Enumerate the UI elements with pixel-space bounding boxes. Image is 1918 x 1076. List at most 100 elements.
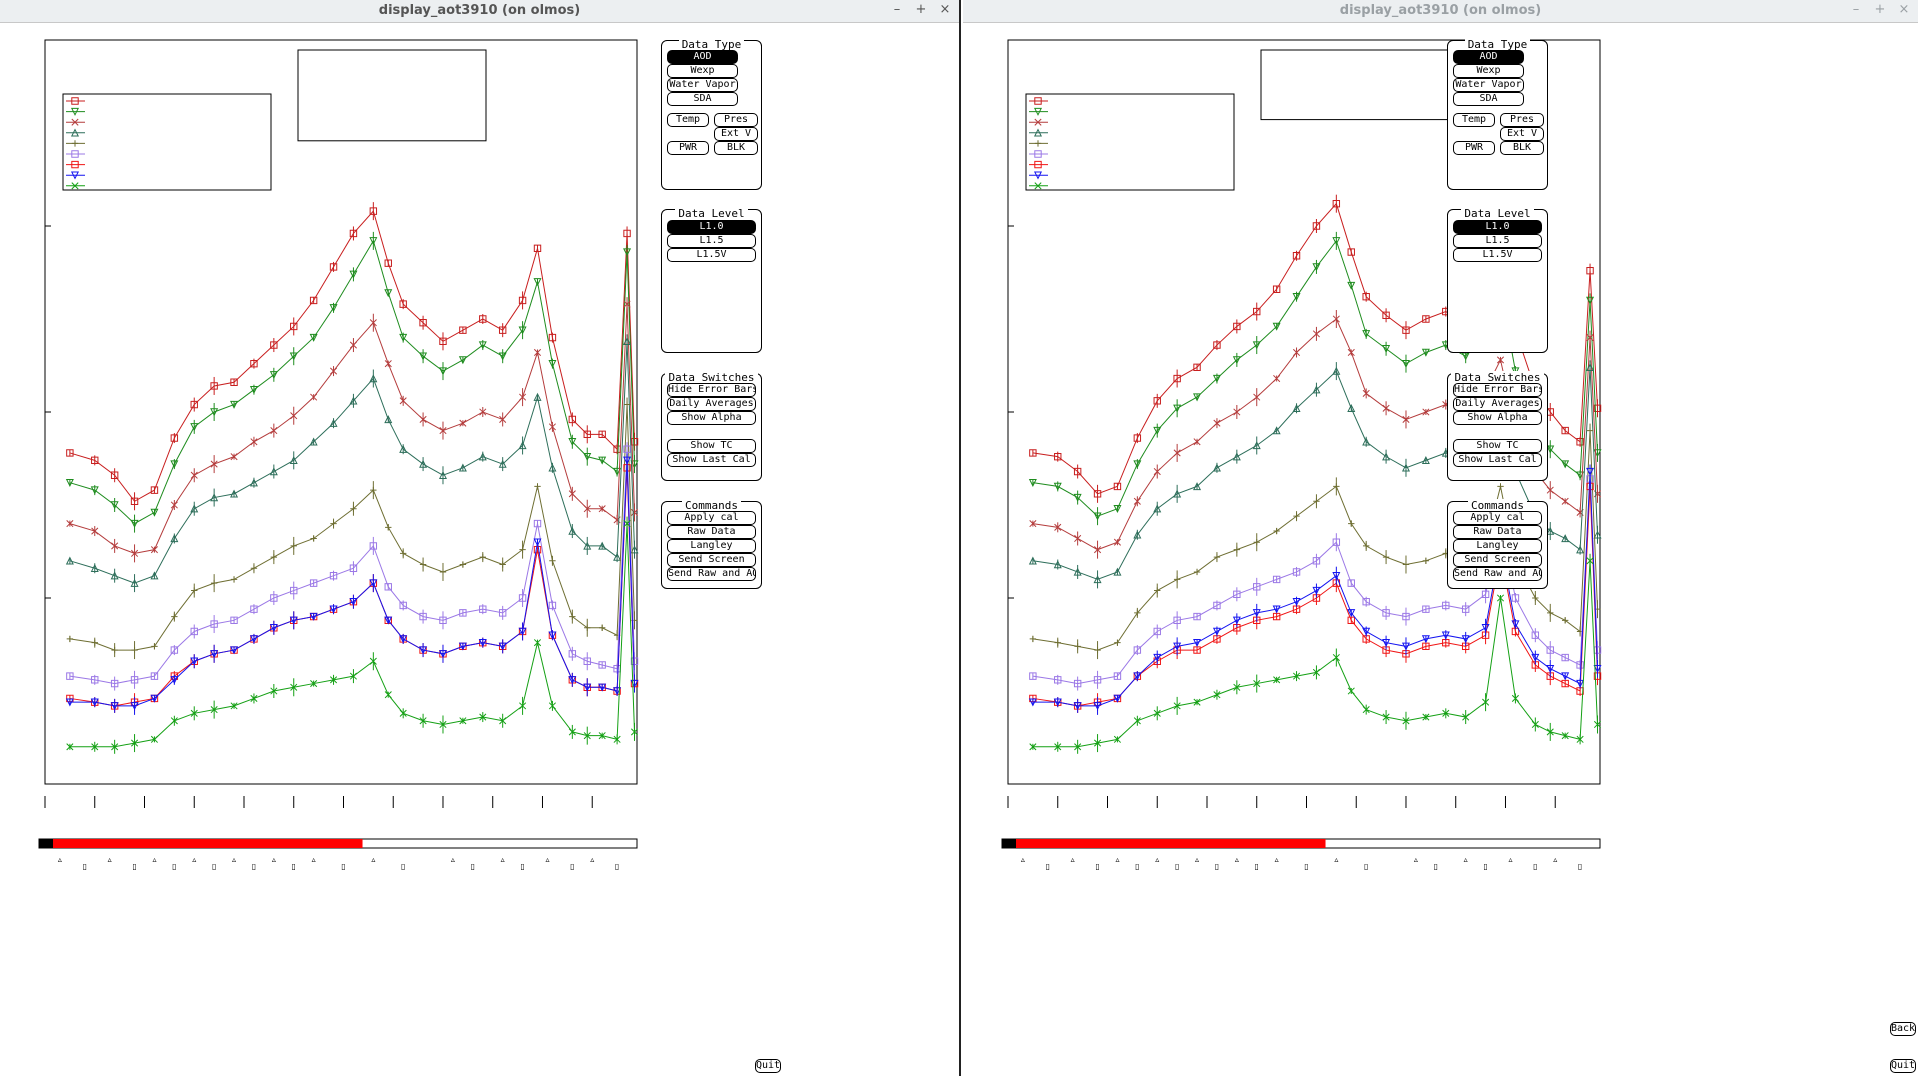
minimize-button[interactable]: – xyxy=(893,2,901,17)
data-point xyxy=(210,493,219,502)
temp-button[interactable]: Temp xyxy=(1453,113,1495,127)
data-point xyxy=(1531,653,1540,662)
data-point xyxy=(459,419,467,427)
pres-button[interactable]: Pres xyxy=(1500,113,1544,127)
data-point xyxy=(1173,449,1181,457)
data-point xyxy=(1382,553,1390,561)
close-button[interactable]: × xyxy=(939,2,951,17)
data-point xyxy=(1028,556,1037,565)
data-point xyxy=(439,568,447,576)
data-point xyxy=(1073,467,1082,476)
data-point xyxy=(1093,546,1102,554)
data-point xyxy=(369,657,377,665)
measurement-marker: ▯ xyxy=(1175,862,1179,871)
data-point xyxy=(1362,706,1370,714)
data-point xyxy=(1532,594,1539,602)
data-point xyxy=(170,460,179,469)
sda-button[interactable]: SDA xyxy=(667,92,738,106)
data-point xyxy=(1546,486,1554,494)
pwr-button[interactable]: PWR xyxy=(667,141,709,155)
ext-v-button[interactable]: Ext V xyxy=(714,127,758,141)
data-point xyxy=(170,646,179,654)
level-l10-button[interactable]: L1.0 xyxy=(1453,220,1542,234)
data-point xyxy=(598,661,606,669)
send-raw-aod-button[interactable]: Send Raw and AOD xyxy=(667,567,756,581)
aod-button[interactable]: AOD xyxy=(1453,50,1524,64)
langley-button[interactable]: Langley xyxy=(1453,539,1542,553)
send-screen-button[interactable]: Send Screen xyxy=(667,553,756,567)
sda-button[interactable]: SDA xyxy=(1453,92,1524,106)
show-alpha-button[interactable]: Show Alpha xyxy=(1453,411,1542,425)
minimize-button[interactable]: – xyxy=(1852,2,1860,17)
data-point xyxy=(1576,687,1584,695)
temp-button[interactable]: Temp xyxy=(667,113,709,127)
pwr-button[interactable]: PWR xyxy=(1453,141,1495,155)
blk-button[interactable]: BLK xyxy=(714,141,758,155)
hide-error-bars-button[interactable]: Hide Error Bars xyxy=(1453,383,1542,397)
send-screen-button[interactable]: Send Screen xyxy=(1453,553,1542,567)
quit-button[interactable]: Quit xyxy=(755,1059,781,1073)
blk-button[interactable]: BLK xyxy=(1500,141,1544,155)
right-titlebar[interactable]: display_aot3910 (on olmos) – + × xyxy=(963,0,1918,23)
data-point xyxy=(369,542,378,550)
data-point xyxy=(1312,557,1321,565)
show-tc-button[interactable]: Show TC xyxy=(1453,439,1542,453)
apply-cal-button[interactable]: Apply cal xyxy=(667,511,756,525)
aod-button[interactable]: AOD xyxy=(667,50,738,64)
raw-data-button[interactable]: Raw Data xyxy=(1453,525,1542,539)
maximize-button[interactable]: + xyxy=(1874,2,1886,17)
data-point xyxy=(1232,452,1241,461)
data-point xyxy=(250,359,258,368)
show-last-cal-button[interactable]: Show Last Cal xyxy=(1453,453,1542,467)
data-point xyxy=(498,642,507,651)
data-point xyxy=(478,341,487,350)
show-alpha-button[interactable]: Show Alpha xyxy=(667,411,756,425)
data-point xyxy=(623,401,631,408)
back-button[interactable]: Back xyxy=(1890,1022,1916,1036)
raw-data-button[interactable]: Raw Data xyxy=(667,525,756,539)
data-point xyxy=(1496,356,1505,364)
send-raw-aod-button[interactable]: Send Raw and AOD xyxy=(1453,567,1542,581)
data-point xyxy=(1153,627,1161,636)
wexp-button[interactable]: Wexp xyxy=(667,64,738,78)
data-point xyxy=(533,538,542,547)
wexp-button[interactable]: Wexp xyxy=(1453,64,1524,78)
level-l15-button[interactable]: L1.5 xyxy=(667,234,756,248)
measurement-marker: ▵ xyxy=(1275,855,1279,864)
show-last-cal-button[interactable]: Show Last Cal xyxy=(667,453,756,467)
data-point xyxy=(71,182,79,190)
data-point xyxy=(1193,646,1201,654)
maximize-button[interactable]: + xyxy=(915,2,927,17)
daily-averages-button[interactable]: Daily Averages xyxy=(1453,397,1542,411)
data-point xyxy=(1028,478,1037,487)
langley-button[interactable]: Langley xyxy=(667,539,756,553)
data-point xyxy=(630,545,639,554)
level-l15-button[interactable]: L1.5 xyxy=(1453,234,1542,248)
data-point xyxy=(1362,389,1370,397)
measurement-marker: ▯ xyxy=(1095,862,1099,871)
water-vapor-button[interactable]: Water Vapor xyxy=(667,78,738,92)
data-point xyxy=(533,519,542,528)
panel-title: Data Level xyxy=(1461,207,1534,220)
data-point xyxy=(1173,642,1182,651)
data-point xyxy=(439,427,447,435)
data-point xyxy=(1362,330,1371,339)
data-point xyxy=(1029,635,1037,643)
measurement-marker: ▵ xyxy=(1553,855,1557,864)
water-vapor-button[interactable]: Water Vapor xyxy=(1453,78,1524,92)
quit-button[interactable]: Quit xyxy=(1890,1059,1916,1073)
pres-button[interactable]: Pres xyxy=(714,113,758,127)
data-point xyxy=(1233,624,1241,632)
close-button[interactable]: × xyxy=(1898,2,1910,17)
measurement-marker: ▯ xyxy=(1578,862,1582,871)
apply-cal-button[interactable]: Apply cal xyxy=(1453,511,1542,525)
level-l10-button[interactable]: L1.0 xyxy=(667,220,756,234)
data-point xyxy=(1252,341,1261,350)
ext-v-button[interactable]: Ext V xyxy=(1500,127,1544,141)
show-tc-button[interactable]: Show TC xyxy=(667,439,756,453)
left-titlebar[interactable]: display_aot3910 (on olmos) – + × xyxy=(0,0,959,23)
level-l15v-button[interactable]: L1.5V xyxy=(1453,248,1542,262)
daily-averages-button[interactable]: Daily Averages xyxy=(667,397,756,411)
level-l15v-button[interactable]: L1.5V xyxy=(667,248,756,262)
hide-error-bars-button[interactable]: Hide Error Bars xyxy=(667,383,756,397)
